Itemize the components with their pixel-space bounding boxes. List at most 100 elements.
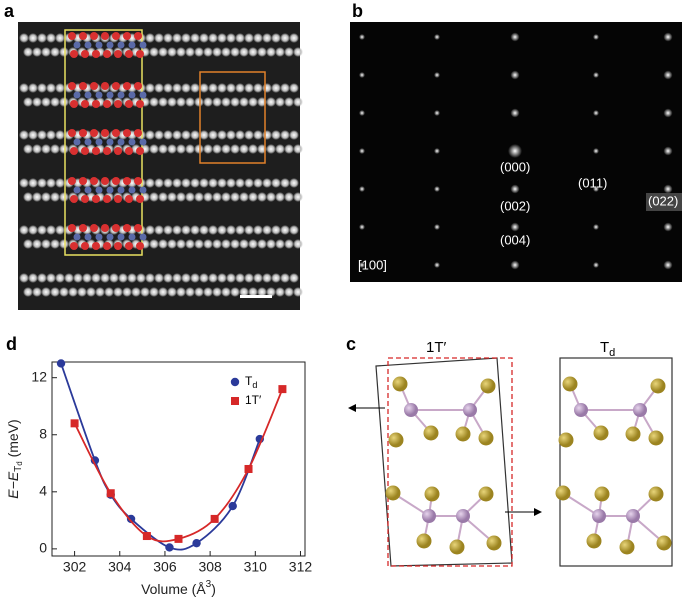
spot <box>434 72 440 78</box>
chalcogen-atom <box>455 426 471 442</box>
atom-column <box>145 225 155 235</box>
atom-column <box>19 83 29 93</box>
atom-column <box>41 239 51 249</box>
atom-column <box>266 144 276 154</box>
chalcogen-atom <box>480 378 496 394</box>
atom-column <box>149 144 159 154</box>
atom-column <box>289 178 299 188</box>
spot-label: (022) <box>648 193 678 208</box>
atom-column <box>28 33 38 43</box>
model-atom <box>79 129 87 137</box>
panel-label: d <box>6 334 17 354</box>
model-atom <box>128 138 136 146</box>
atom-column <box>190 178 200 188</box>
panel-label: b <box>352 1 363 21</box>
cell-td <box>559 357 673 567</box>
atom-column <box>158 47 168 57</box>
atom-column <box>203 97 213 107</box>
atom-column <box>163 33 173 43</box>
model-atom <box>136 147 144 155</box>
atom-column <box>149 239 159 249</box>
spot <box>359 186 365 192</box>
atom-column <box>235 130 245 140</box>
model-atom <box>128 233 136 241</box>
atom-column <box>136 273 146 283</box>
atom-column <box>55 178 65 188</box>
model-atom <box>90 82 98 90</box>
spot <box>359 148 365 154</box>
atom-column <box>50 239 60 249</box>
model-atom <box>134 224 142 232</box>
x-tick-label: 302 <box>63 559 87 575</box>
atom-column <box>95 287 105 297</box>
atom-column <box>37 273 47 283</box>
atom-column <box>284 287 294 297</box>
atom-column <box>280 83 290 93</box>
model-atom <box>73 233 81 241</box>
chalcogen-atom <box>648 486 664 502</box>
atom-column <box>257 239 267 249</box>
atom-column <box>19 178 29 188</box>
model-atom <box>114 100 122 108</box>
atom-column <box>230 144 240 154</box>
crystal-atoms <box>385 376 672 555</box>
atom-column <box>140 287 150 297</box>
atom-column <box>262 225 272 235</box>
atom-column <box>41 144 51 154</box>
atom-column <box>154 273 164 283</box>
atom-column <box>293 47 303 57</box>
chalcogen-atom <box>486 535 502 551</box>
atom-column <box>275 239 285 249</box>
atom-column <box>221 287 231 297</box>
atom-column <box>239 47 249 57</box>
atom-column <box>235 225 245 235</box>
atom-column <box>23 192 33 202</box>
atom-column <box>289 130 299 140</box>
point <box>106 489 115 498</box>
chalcogen-atom <box>594 486 610 502</box>
spot <box>359 72 365 78</box>
metal-atom <box>626 509 640 523</box>
metal-atom <box>404 403 418 417</box>
spot <box>593 110 599 116</box>
atom-column <box>199 83 209 93</box>
atom-column <box>289 225 299 235</box>
atom-column <box>275 192 285 202</box>
metal-atom <box>463 403 477 417</box>
model-atom <box>106 91 114 99</box>
atom-column <box>181 130 191 140</box>
model-atom <box>106 186 114 194</box>
x-axis-label: Volume (Å3) <box>141 579 216 597</box>
model-atom <box>123 177 131 185</box>
atom-column <box>32 239 42 249</box>
atom-column <box>100 273 110 283</box>
model-atom <box>128 186 136 194</box>
atom-column <box>55 225 65 235</box>
atom-column <box>293 192 303 202</box>
model-atom <box>84 138 92 146</box>
atom-column <box>244 225 254 235</box>
model-atom <box>112 177 120 185</box>
spot <box>663 184 673 194</box>
atom-column <box>262 83 272 93</box>
model-atom <box>117 91 125 99</box>
atom-column <box>158 192 168 202</box>
atom-column <box>208 225 218 235</box>
atom-column <box>50 47 60 57</box>
spot <box>663 70 673 80</box>
atom-column <box>163 83 173 93</box>
atom-column <box>217 83 227 93</box>
atom-column <box>271 273 281 283</box>
plot-frame <box>51 361 306 557</box>
model-atom <box>112 224 120 232</box>
atom-column <box>145 33 155 43</box>
model-atom <box>112 82 120 90</box>
model-atom <box>70 195 78 203</box>
atom-column <box>59 144 69 154</box>
model-atom <box>123 32 131 40</box>
atom-column <box>194 144 204 154</box>
atom-column <box>244 273 254 283</box>
model-atom <box>123 129 131 137</box>
atom-column <box>158 144 168 154</box>
model-atom <box>73 138 81 146</box>
